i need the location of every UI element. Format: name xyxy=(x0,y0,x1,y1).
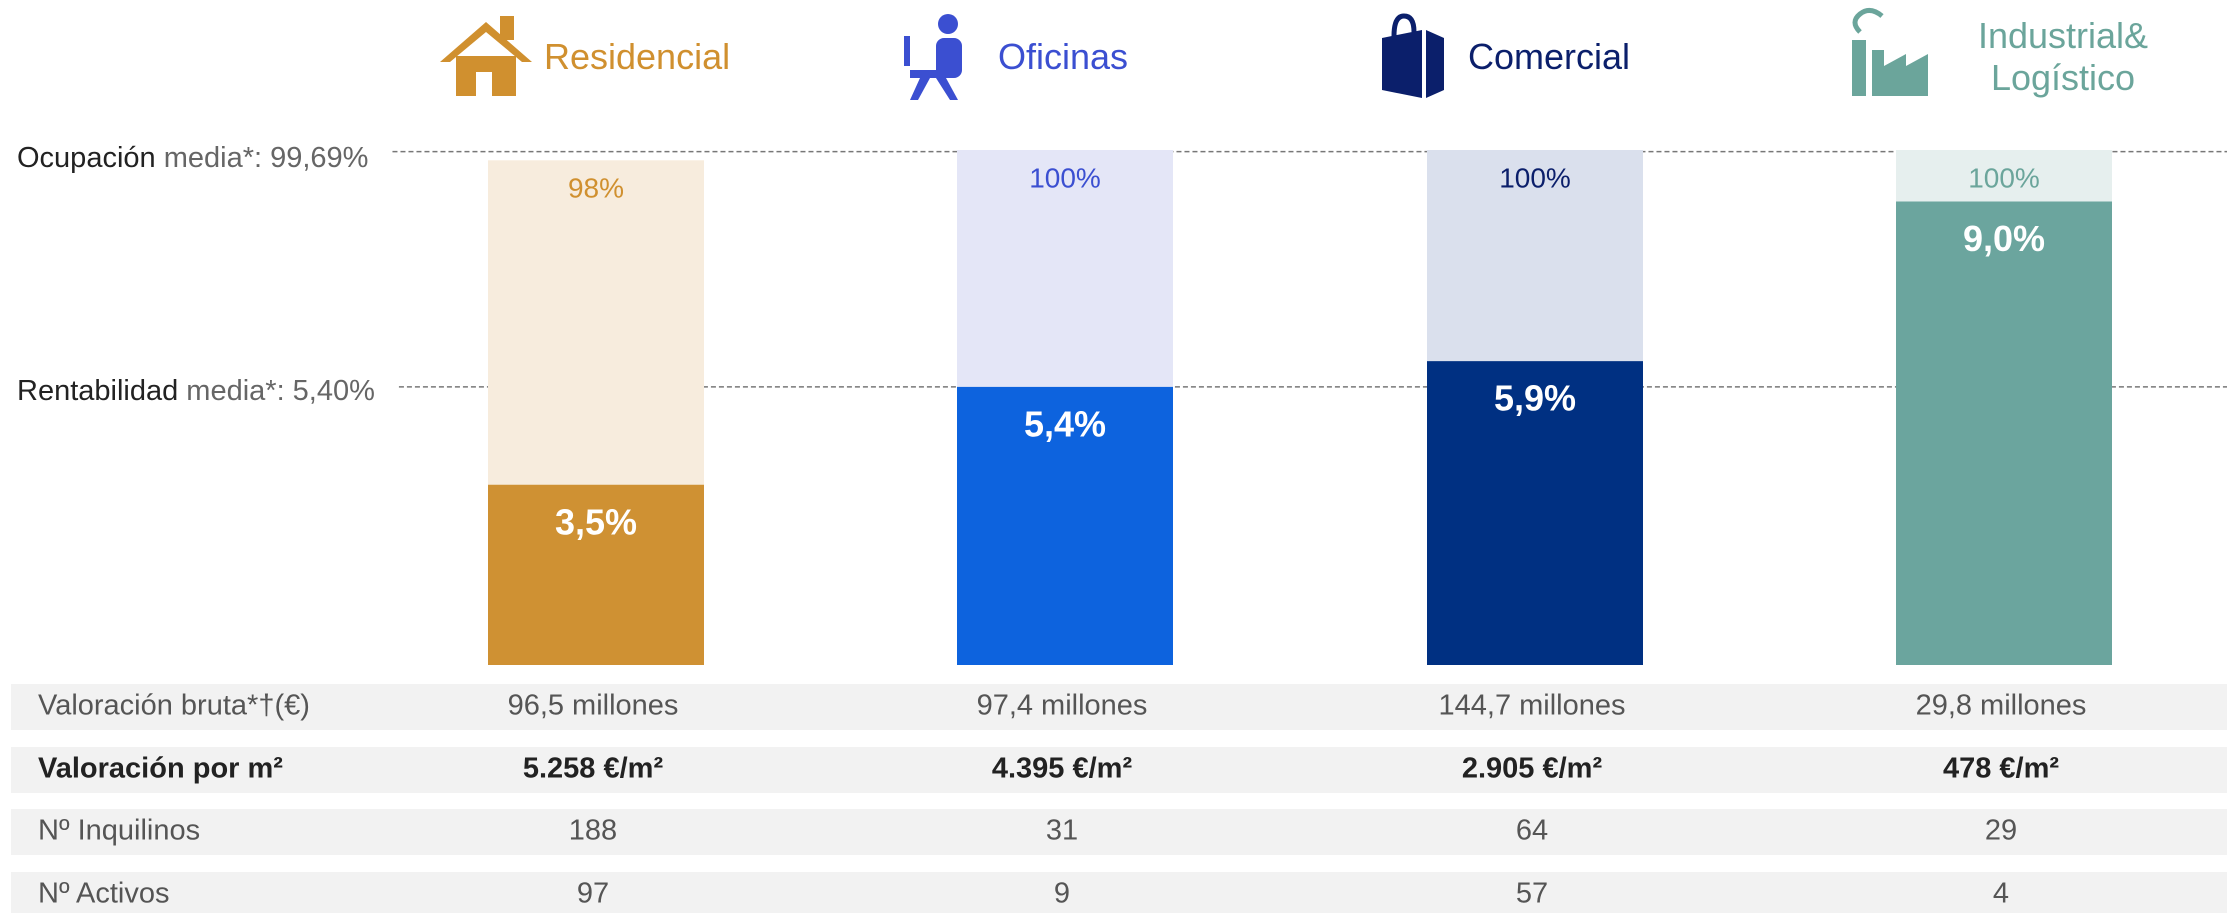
icon-house xyxy=(440,16,532,96)
category-label: Comercial xyxy=(1468,36,1631,77)
bar xyxy=(1427,361,1643,665)
table-cell: 478 €/m² xyxy=(1943,753,2059,785)
icon-factory xyxy=(1852,8,1928,96)
table-cell: 97 xyxy=(577,878,609,910)
row-label: Nº Activos xyxy=(38,878,169,910)
category-label: Oficinas xyxy=(998,36,1129,77)
value-label: 100% xyxy=(1968,162,2040,193)
value-label: 100% xyxy=(1499,162,1571,193)
average-text: media*: 5,40% xyxy=(186,375,375,407)
table-cell: 96,5 millones xyxy=(508,690,679,722)
average-name: Rentabilidad xyxy=(17,375,178,407)
table-cell: 29,8 millones xyxy=(1916,690,2087,722)
icon-bag xyxy=(1382,13,1444,98)
table-cell: 4 xyxy=(1993,878,2009,910)
table-cell: 2.905 €/m² xyxy=(1462,753,1603,785)
icon-office xyxy=(904,14,962,100)
table-cell: 64 xyxy=(1516,815,1548,847)
table-cell: 31 xyxy=(1046,815,1078,847)
value-label: 5,9% xyxy=(1494,378,1576,419)
average-text: media*: 99,69% xyxy=(164,142,369,174)
value-label: 5,4% xyxy=(1024,403,1106,444)
bar xyxy=(488,484,704,665)
value-label: 100% xyxy=(1029,162,1101,193)
table-cell: 4.395 €/m² xyxy=(992,753,1133,785)
table-cell: 97,4 millones xyxy=(977,690,1148,722)
value-label: 98% xyxy=(568,173,624,204)
value-label: 9,0% xyxy=(1963,218,2045,259)
table-cell: 5.258 €/m² xyxy=(523,753,664,785)
table-row-bg xyxy=(11,809,2227,855)
table-cell: 188 xyxy=(569,815,617,847)
table-row-bg xyxy=(11,684,2227,730)
average-label: Rentabilidad media*: 5,40% xyxy=(17,375,375,407)
table-cell: 144,7 millones xyxy=(1439,690,1626,722)
table-cell: 29 xyxy=(1985,815,2017,847)
category-label: Residencial xyxy=(544,36,731,77)
table-row-bg xyxy=(11,747,2227,793)
value-label: 3,5% xyxy=(555,501,637,542)
row-label: Nº Inquilinos xyxy=(38,815,200,847)
category-label: Industrial& Logístico xyxy=(1977,15,2149,98)
table-cell: 57 xyxy=(1516,878,1548,910)
table-cell: 9 xyxy=(1054,878,1070,910)
row-label: Valoración bruta*†(€) xyxy=(38,690,310,722)
bar xyxy=(1896,201,2112,665)
bar xyxy=(957,386,1173,665)
average-name: Ocupación xyxy=(17,142,156,174)
table-row-bg xyxy=(11,872,2227,913)
row-label: Valoración por m² xyxy=(38,753,283,785)
average-label: Ocupación media*: 99,69% xyxy=(17,142,368,174)
